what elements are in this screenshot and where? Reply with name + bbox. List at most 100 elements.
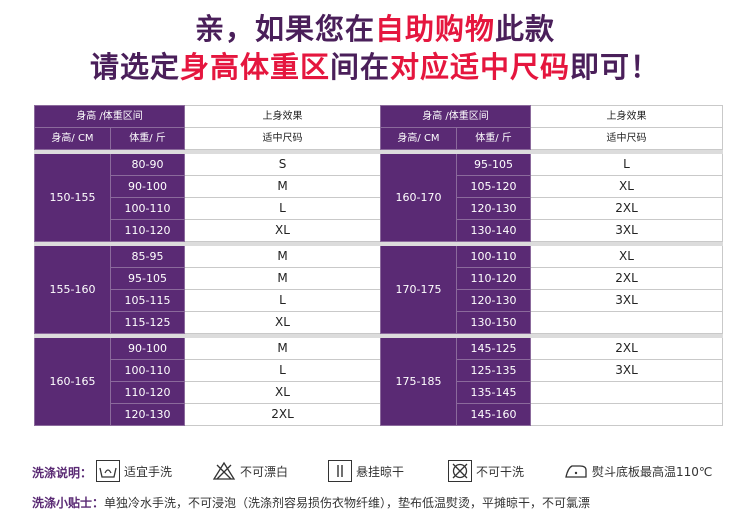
size-cell: 3XL xyxy=(530,219,723,242)
table-row: 120-130 2XL xyxy=(35,403,381,426)
headline-text: 即可！ xyxy=(570,50,661,84)
table-row: 120-130 2XL xyxy=(381,197,723,220)
headline-text: 此款 xyxy=(495,12,556,46)
table-row: 145-160 xyxy=(381,403,723,426)
weight-range-cell: 105-115 xyxy=(110,289,185,312)
weight-range-cell: 115-125 xyxy=(110,311,185,334)
height-range-cell: 150-155 xyxy=(34,153,111,242)
weight-range-cell: 110-120 xyxy=(456,267,531,290)
weight-range-cell: 90-100 xyxy=(110,175,185,198)
table-row: 115-125 XL xyxy=(35,311,381,334)
weight-range-cell: 95-105 xyxy=(110,267,185,290)
size-cell xyxy=(530,381,723,404)
size-cell: L xyxy=(184,289,381,312)
size-chart: 身高 /体重区间 上身效果 身高/ CM 体重/ 斤适中尺码 150-155 80-90 S… xyxy=(34,105,723,426)
height-header: 身高/ CM xyxy=(380,127,457,150)
weight-range-cell: 120-130 xyxy=(456,197,531,220)
table-header-row: 身高 /体重区间 上身效果 xyxy=(34,105,381,128)
care-item-label: 悬挂晾干 xyxy=(356,464,405,479)
tips-label: 洗涤小贴士： xyxy=(32,496,105,510)
height-range-cell: 170-175 xyxy=(380,245,457,334)
weight-range-cell: 120-130 xyxy=(456,289,531,312)
table-row: 130-150 xyxy=(381,311,723,334)
size-table-right: 身高 /体重区间 上身效果 身高/ CM 体重/ 斤适中尺码 160-170 95-105… xyxy=(380,105,723,426)
size-cell: XL xyxy=(184,311,381,334)
table-row: 105-120 XL xyxy=(381,175,723,198)
size-cell: XL xyxy=(530,245,723,268)
weight-range-cell: 90-100 xyxy=(110,337,185,360)
weight-header: 体重/ 斤 xyxy=(110,127,185,150)
size-cell: M xyxy=(184,337,381,360)
weight-range-cell: 125-135 xyxy=(456,359,531,382)
weight-range-cell: 130-140 xyxy=(456,219,531,242)
table-header-row: 身高 /体重区间 上身效果 xyxy=(380,105,723,128)
size-cell: S xyxy=(184,153,381,176)
table-header-row: 身高/ CM 体重/ 斤适中尺码 xyxy=(34,127,381,150)
height-range-cell: 160-170 xyxy=(380,153,457,242)
size-cell: M xyxy=(184,267,381,290)
weight-range-cell: 120-130 xyxy=(110,403,185,426)
size-cell: 2XL xyxy=(184,403,381,426)
table-row: 120-130 3XL xyxy=(381,289,723,312)
size-cell: L xyxy=(184,359,381,382)
care-item: 不可干洗 xyxy=(448,458,524,484)
range-header: 身高 /体重区间 xyxy=(380,105,531,128)
headline-highlight: 自助购物 xyxy=(374,12,495,46)
height-header: 身高/ CM xyxy=(34,127,111,150)
headline-highlight: 身高体重区 xyxy=(179,50,330,84)
care-item-label: 不可漂白 xyxy=(240,464,289,479)
height-range-cell: 175-185 xyxy=(380,337,457,426)
headline-line-1: 亲，如果您在自助购物此款 xyxy=(0,6,750,48)
hand-wash-icon xyxy=(96,460,120,482)
table-row: 170-175 100-110 XL xyxy=(380,245,723,334)
size-header: 适中尺码 xyxy=(530,127,723,150)
table-row: 100-110 L xyxy=(35,197,381,220)
height-range-cell: 160-165 xyxy=(34,337,111,426)
headline-text: 亲，如果您在 xyxy=(194,12,375,46)
no-bleach-icon xyxy=(212,460,236,482)
care-label: 洗涤说明： xyxy=(32,466,93,480)
table-header-row: 身高/ CM 体重/ 斤适中尺码 xyxy=(380,127,723,150)
headline-highlight: 对应适中尺码 xyxy=(390,50,571,84)
table-row: 95-105 M xyxy=(35,267,381,290)
table-row: 130-140 3XL xyxy=(381,219,723,242)
washing-tips: 洗涤小贴士：单独冷水手洗，不可浸泡（洗涤剂容易损伤衣物纤维），垫布低温熨烫，平摊… xyxy=(32,494,590,511)
weight-range-cell: 100-110 xyxy=(456,245,531,268)
effect-header: 上身效果 xyxy=(530,105,723,128)
size-cell: M xyxy=(184,245,381,268)
care-item-label: 适宜手洗 xyxy=(124,464,173,479)
weight-range-cell: 130-150 xyxy=(456,311,531,334)
size-cell: L xyxy=(530,153,723,176)
care-item-label: 不可干洗 xyxy=(476,464,525,479)
weight-range-cell: 85-95 xyxy=(110,245,185,268)
headline-text: 间在 xyxy=(329,50,390,84)
table-row: 160-170 95-105 L xyxy=(380,153,723,242)
table-row: 160-165 90-100 M xyxy=(34,337,381,426)
hang-dry-icon xyxy=(328,460,352,482)
iron-icon xyxy=(564,460,588,482)
table-row: 105-115 L xyxy=(35,289,381,312)
care-item: 悬挂晾干 xyxy=(328,458,404,484)
weight-range-cell: 145-160 xyxy=(456,403,531,426)
range-header: 身高 /体重区间 xyxy=(34,105,185,128)
size-cell: 3XL xyxy=(530,289,723,312)
size-cell xyxy=(530,311,723,334)
weight-header: 体重/ 斤 xyxy=(456,127,531,150)
headline-text: 请选定 xyxy=(89,50,180,84)
size-cell: L xyxy=(184,197,381,220)
size-table-left: 身高 /体重区间 上身效果 身高/ CM 体重/ 斤适中尺码 150-155 80-90 S… xyxy=(34,105,381,426)
table-row: 155-160 85-95 M xyxy=(34,245,381,334)
size-cell xyxy=(530,403,723,426)
size-cell: 2XL xyxy=(530,197,723,220)
table-row: 125-135 3XL xyxy=(381,359,723,382)
tips-text: 单独冷水手洗，不可浸泡（洗涤剂容易损伤衣物纤维），垫布低温熨烫，平摊晾干，不可氯… xyxy=(104,496,591,510)
size-header: 适中尺码 xyxy=(184,127,381,150)
table-row: 110-120 XL xyxy=(35,381,381,404)
size-cell: 2XL xyxy=(530,337,723,360)
size-cell: XL xyxy=(184,219,381,242)
size-cell: XL xyxy=(184,381,381,404)
table-row: 150-155 80-90 S xyxy=(34,153,381,242)
size-cell: M xyxy=(184,175,381,198)
weight-range-cell: 100-110 xyxy=(110,359,185,382)
weight-range-cell: 100-110 xyxy=(110,197,185,220)
